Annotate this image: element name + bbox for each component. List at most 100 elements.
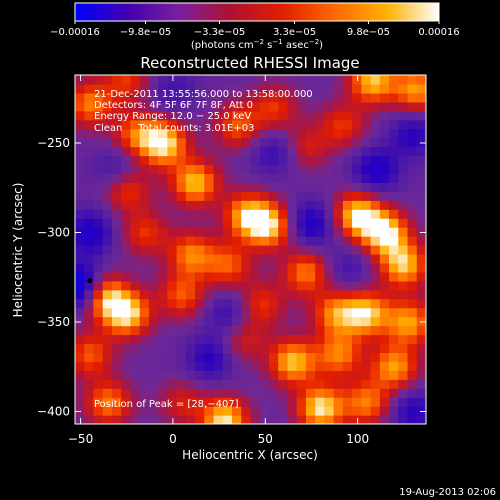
heatmap-cell: [296, 397, 307, 407]
heatmap-cell: [324, 209, 335, 219]
heatmap-cell: [148, 218, 159, 228]
heatmap-cell: [111, 334, 122, 345]
heatmap-cell: [139, 280, 150, 291]
heatmap-cell: [389, 101, 399, 112]
heatmap-cell: [204, 75, 215, 85]
heatmap-cell: [398, 75, 409, 85]
heatmap-cell: [195, 182, 205, 192]
heatmap-cell: [407, 245, 418, 255]
heatmap-cell: [342, 280, 353, 291]
heatmap-cell: [158, 289, 168, 300]
heatmap-cell: [167, 415, 178, 424]
heatmap-cell: [185, 209, 196, 219]
heatmap-cell: [102, 316, 113, 327]
heatmap-cell: [416, 271, 426, 282]
heatmap-cell: [407, 173, 418, 183]
heatmap-cell: [370, 262, 381, 273]
heatmap-cell: [416, 110, 426, 121]
heatmap-cell: [352, 307, 362, 318]
heatmap-cell: [213, 388, 224, 398]
heatmap-cell: [130, 128, 141, 139]
heatmap-cell: [167, 406, 178, 416]
heatmap-cell: [102, 110, 113, 121]
heatmap-cell: [111, 245, 122, 255]
heatmap-cell: [185, 271, 196, 282]
heatmap-cell: [296, 137, 307, 148]
heatmap-cell: [148, 415, 159, 424]
heatmap-cell: [278, 343, 289, 354]
heatmap-cell: [370, 75, 381, 85]
heatmap-cell: [250, 164, 261, 175]
heatmap-cell: [102, 137, 113, 148]
heatmap-cell: [333, 334, 344, 345]
heatmap-cell: [352, 316, 362, 327]
heatmap-cell: [259, 245, 270, 255]
heatmap-cell: [398, 191, 409, 201]
heatmap-cell: [268, 262, 279, 273]
heatmap-cell: [315, 307, 325, 318]
heatmap-cell: [84, 200, 95, 210]
heatmap-cell: [287, 316, 298, 327]
heatmap-cell: [407, 271, 418, 282]
heatmap-cell: [352, 218, 362, 228]
heatmap-cell: [250, 361, 261, 371]
heatmap-cell: [361, 128, 372, 139]
heatmap-cell: [121, 83, 132, 94]
heatmap-cell: [222, 209, 233, 219]
heatmap-cell: [352, 155, 362, 166]
heatmap-cell: [213, 352, 224, 362]
heatmap-cell: [379, 343, 390, 354]
heatmap-cell: [241, 343, 252, 354]
heatmap-cell: [185, 164, 196, 175]
heatmap-cell: [84, 415, 95, 424]
heatmap-cell: [195, 119, 205, 130]
annotation-peak: Position of Peak = [28,−407]: [94, 399, 239, 410]
heatmap-cell: [361, 218, 372, 228]
heatmap-cell: [352, 415, 362, 424]
heatmap-cell: [352, 397, 362, 407]
heatmap-cell: [121, 280, 132, 291]
heatmap-cell: [250, 379, 261, 389]
heatmap-cell: [342, 101, 353, 112]
colorbar-tick-label: 0.00016: [418, 27, 459, 38]
heatmap-cell: [315, 101, 325, 112]
heatmap-cell: [324, 75, 335, 85]
heatmap-cell: [342, 173, 353, 183]
heatmap-cell: [130, 155, 141, 166]
heatmap-cell: [167, 325, 178, 336]
heatmap-cell: [315, 83, 325, 94]
heatmap-cell: [361, 227, 372, 237]
heatmap-cell: [333, 245, 344, 255]
heatmap-cell: [139, 334, 150, 345]
heatmap-cell: [407, 164, 418, 175]
heatmap-cell: [167, 110, 178, 121]
heatmap-cell: [268, 218, 279, 228]
heatmap-cell: [241, 280, 252, 291]
heatmap-cell: [185, 316, 196, 327]
heatmap-cell: [204, 191, 215, 201]
heatmap-cell: [158, 92, 168, 103]
heatmap-cell: [416, 352, 426, 362]
heatmap-cell: [148, 200, 159, 210]
heatmap-cell: [361, 146, 372, 157]
heatmap-cell: [139, 289, 150, 300]
heatmap-cell: [398, 397, 409, 407]
heatmap-cell: [333, 119, 344, 130]
heatmap-cell: [296, 334, 307, 345]
heatmap-cell: [158, 307, 168, 318]
heatmap-cell: [167, 298, 178, 309]
heatmap-cell: [158, 128, 168, 139]
heatmap-cell: [287, 83, 298, 94]
heatmap-cell: [389, 253, 399, 264]
heatmap-cell: [268, 200, 279, 210]
heatmap-cell: [102, 397, 113, 407]
heatmap-cell: [195, 325, 205, 336]
heatmap-cell: [333, 191, 344, 201]
heatmap-cell: [287, 137, 298, 148]
heatmap-cell: [232, 406, 242, 416]
heatmap-cell: [222, 388, 233, 398]
heatmap-cell: [241, 137, 252, 148]
heatmap-cell: [185, 406, 196, 416]
heatmap-cell: [250, 415, 261, 424]
heatmap-cell: [268, 75, 279, 85]
